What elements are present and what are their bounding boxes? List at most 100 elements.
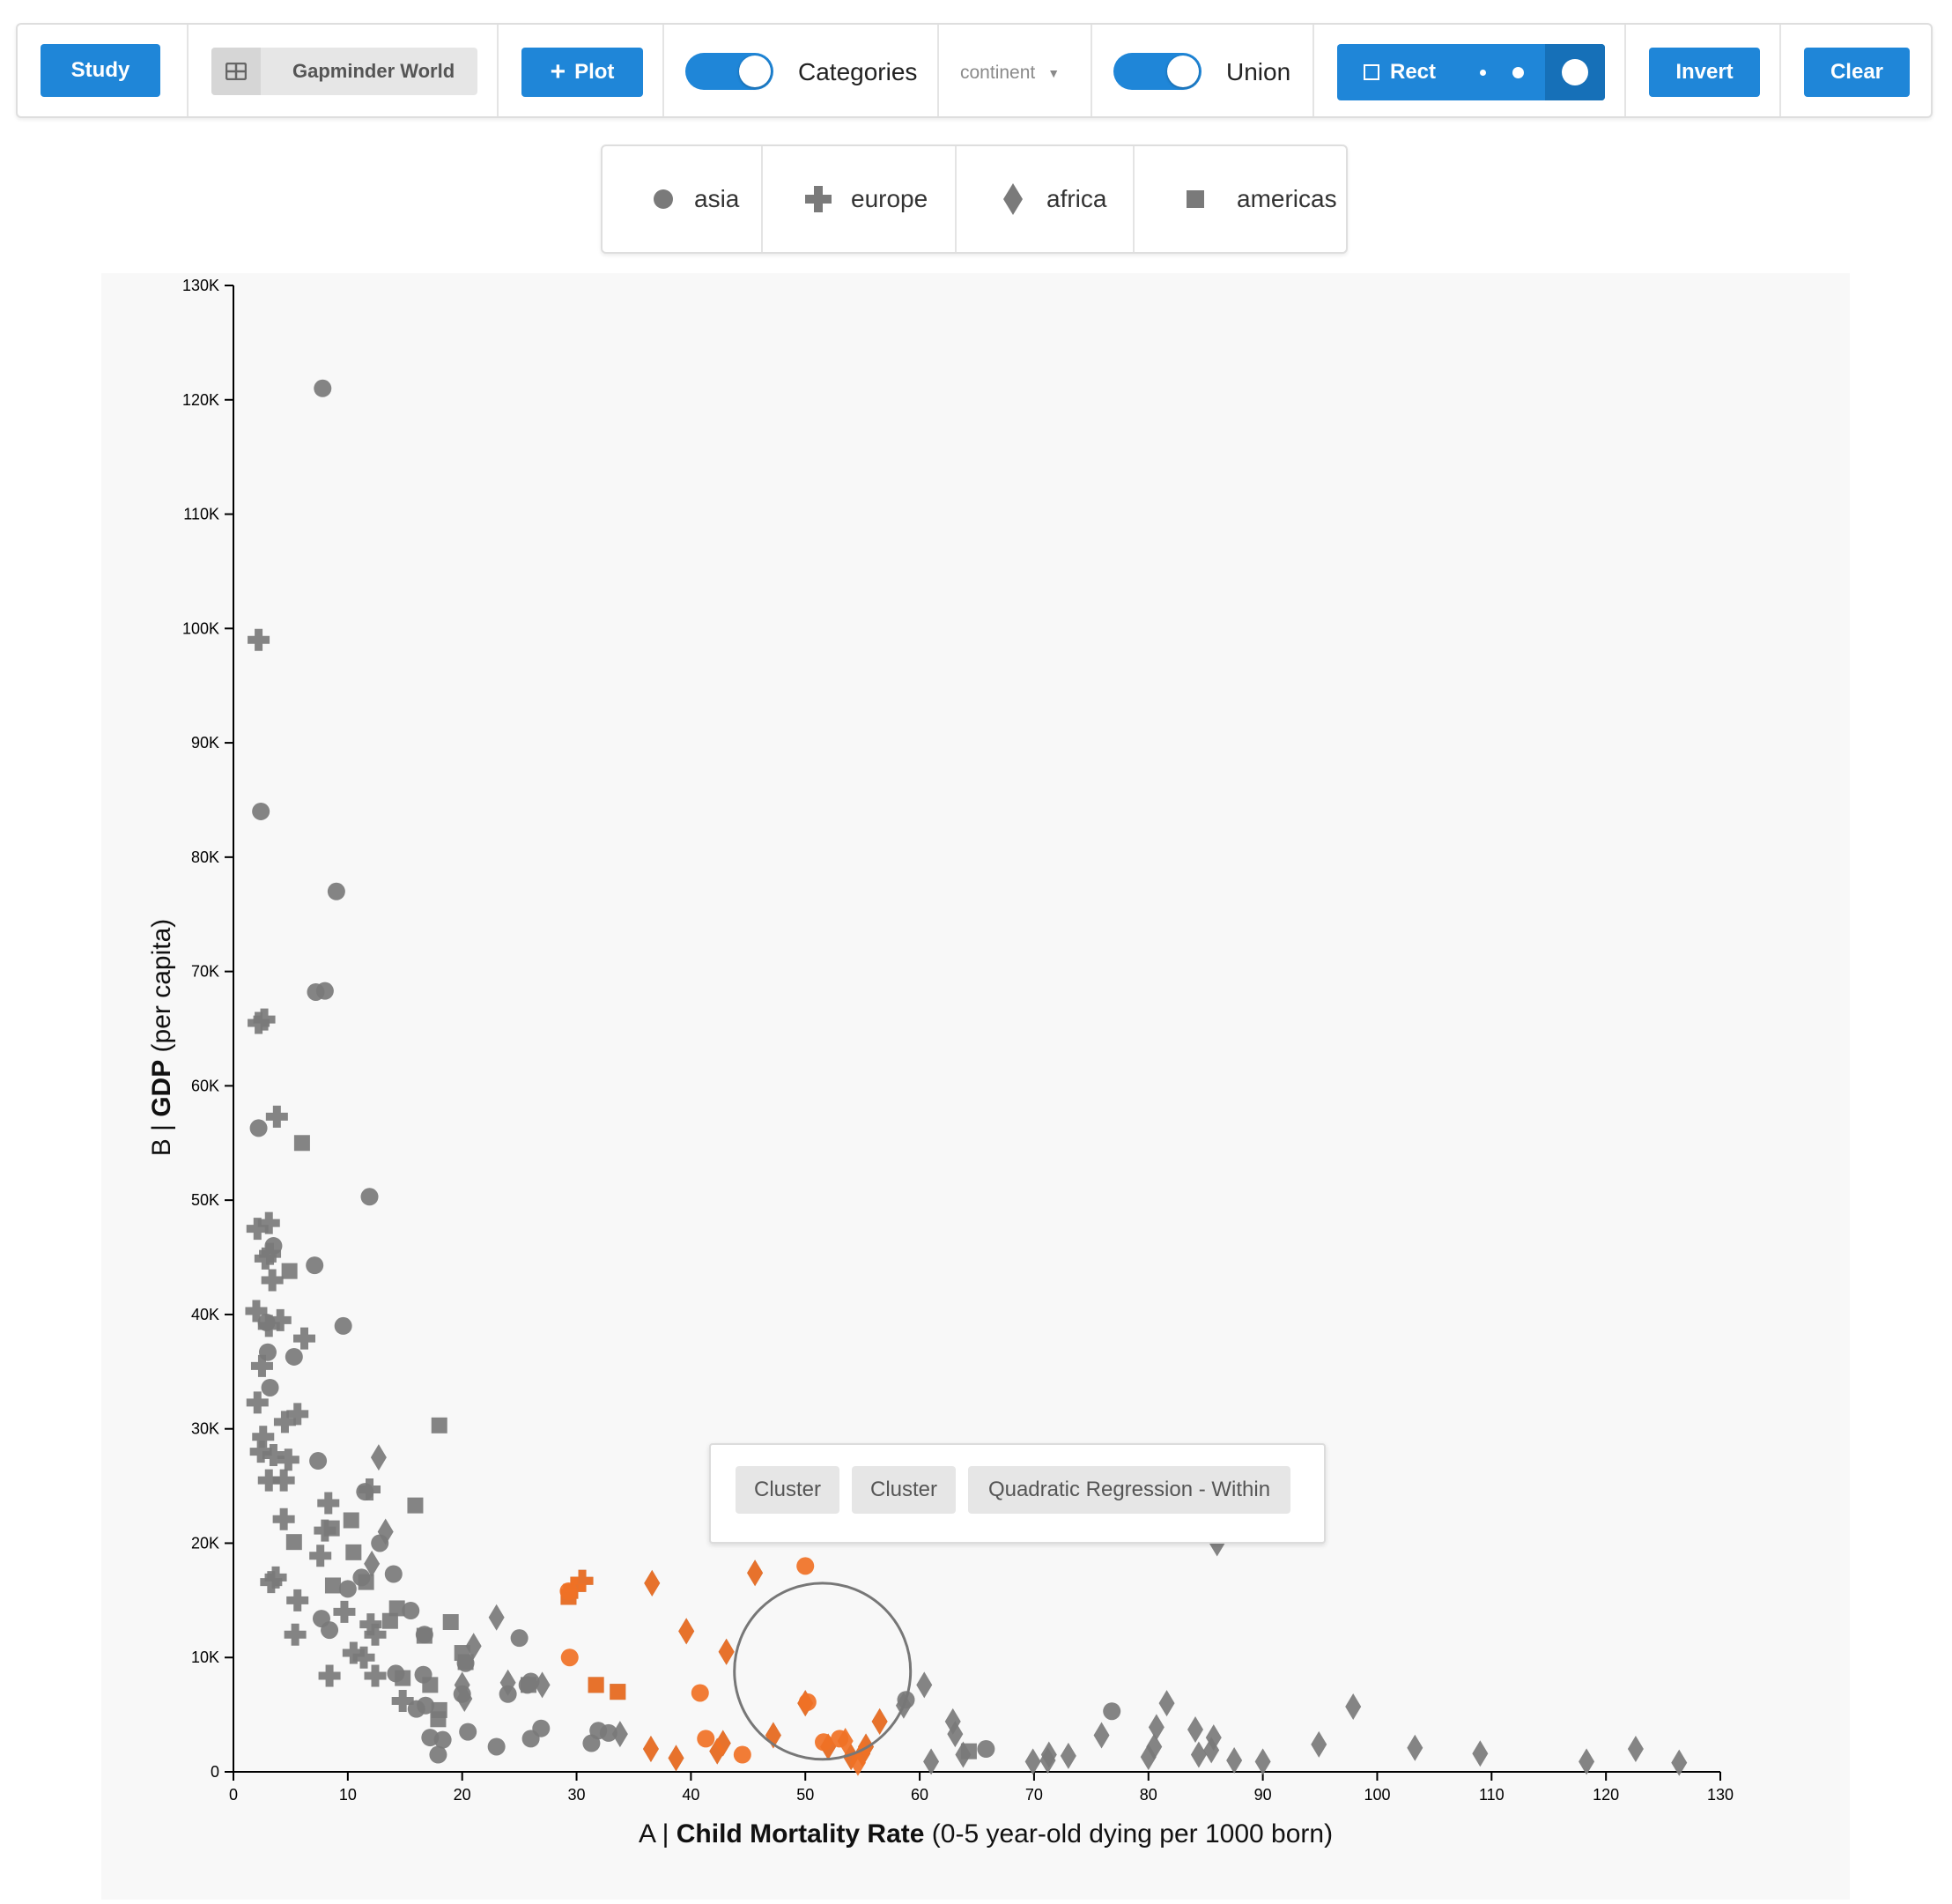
selected-point	[560, 1589, 577, 1605]
legend-item-americas[interactable]: americas	[1184, 146, 1337, 252]
chip-label: Cluster	[753, 1478, 822, 1501]
legend-item-europe[interactable]: europe	[803, 146, 928, 252]
toolbar-divider	[1312, 25, 1314, 116]
data-point-europe	[253, 1008, 276, 1031]
selected-point	[697, 1730, 715, 1748]
union-toggle[interactable]	[1113, 53, 1202, 90]
toolbar-divider	[497, 25, 499, 116]
legend-item-asia[interactable]: asia	[650, 146, 739, 252]
y-axis-label-suffix: (per capita)	[147, 919, 176, 1060]
plus-icon	[805, 186, 832, 212]
dataset-selector[interactable]: Gapminder World	[211, 48, 477, 95]
data-point-americas	[457, 1654, 474, 1671]
data-point-europe	[250, 1354, 273, 1377]
data-point-asia	[321, 1621, 339, 1640]
data-point-africa	[1345, 1693, 1362, 1721]
data-point-asia	[977, 1740, 995, 1759]
clear-button-label: Clear	[1830, 60, 1884, 84]
data-point-africa	[1060, 1742, 1076, 1769]
data-point-asia	[285, 1347, 303, 1366]
x-tick-label: 110	[1479, 1786, 1505, 1804]
data-point-europe	[272, 1508, 295, 1530]
data-point-africa	[488, 1604, 505, 1631]
data-point-africa	[1024, 1748, 1041, 1775]
brush-size-large-icon[interactable]	[1545, 44, 1605, 100]
legend-label: asia	[694, 185, 740, 212]
data-point-europe	[293, 1327, 316, 1350]
data-point-americas	[324, 1577, 341, 1594]
y-axis-label: B | GDP (per capita)	[147, 919, 176, 1157]
data-point-asia	[599, 1723, 617, 1742]
data-point-asia	[334, 1316, 352, 1335]
category-select[interactable]: continent ▼	[960, 60, 1060, 86]
data-point-asia	[429, 1745, 447, 1764]
toggle-knob	[739, 56, 771, 87]
invert-button-label: Invert	[1675, 60, 1734, 84]
data-point-europe	[333, 1600, 356, 1623]
data-point-europe	[309, 1545, 332, 1567]
y-tick-label: 20K	[191, 1534, 219, 1552]
x-tick-label: 50	[796, 1786, 814, 1804]
data-point-asia	[315, 982, 334, 1000]
y-tick-label: 40K	[191, 1306, 219, 1323]
x-tick-label: 100	[1364, 1786, 1390, 1804]
cluster-chip[interactable]: Cluster	[852, 1466, 956, 1514]
legend-divider	[1133, 146, 1135, 252]
toolbar-divider	[1779, 25, 1781, 116]
x-tick-label: 60	[911, 1786, 928, 1804]
data-point-europe	[359, 1478, 381, 1500]
categories-label: Categories	[798, 58, 918, 85]
data-point-africa	[499, 1669, 516, 1696]
data-point-africa	[1472, 1740, 1489, 1767]
dataset-label: Gapminder World	[292, 60, 455, 82]
categories-toggle[interactable]	[685, 53, 773, 90]
data-point-africa	[1407, 1734, 1423, 1761]
quadratic-regression-chip[interactable]: Quadratic Regression - Within	[968, 1466, 1290, 1514]
brush-circle[interactable]	[733, 1582, 913, 1761]
selected-point	[678, 1618, 695, 1645]
data-point-asia	[327, 882, 345, 900]
plot-axes: 0 10 20 30 40 50 60 70 80 90 100 110 120 130 0 10K 20K 30…	[182, 277, 1734, 1804]
data-point-europe	[286, 1589, 309, 1611]
data-point-americas	[358, 1574, 374, 1590]
data-point-africa	[377, 1518, 394, 1545]
add-plot-button[interactable]: + Plot	[521, 48, 643, 97]
scatter-plot-panel[interactable]: 0 10 20 30 40 50 60 70 80 90 100 110 120 130 0 10K 20K 30…	[101, 273, 1850, 1900]
data-point-europe	[286, 1403, 309, 1426]
data-point-americas	[442, 1614, 459, 1631]
data-point-africa	[1148, 1714, 1165, 1741]
data-point-africa	[1187, 1715, 1204, 1743]
rect-brush-button[interactable]: Rect	[1337, 44, 1605, 100]
brush-size-small-icon[interactable]	[1480, 70, 1486, 76]
data-point-africa	[456, 1685, 473, 1712]
data-point-africa	[1311, 1730, 1327, 1758]
data-point-asia	[582, 1734, 601, 1752]
selected-point	[796, 1557, 815, 1575]
plot-button-label: Plot	[574, 60, 615, 84]
cluster-chip[interactable]: Cluster	[736, 1466, 839, 1514]
selected-point	[571, 1569, 594, 1592]
plus-icon: +	[550, 57, 566, 86]
data-point-asia	[314, 379, 332, 397]
y-tick-label: 60K	[191, 1077, 219, 1094]
data-point-americas	[381, 1612, 398, 1629]
y-tick-label: 50K	[191, 1191, 219, 1209]
clear-button[interactable]: Clear	[1804, 48, 1910, 97]
y-tick-label: 90K	[191, 734, 219, 752]
selected-point	[642, 1736, 659, 1763]
scatter-plot[interactable]: 0 10 20 30 40 50 60 70 80 90 100 110 120 130 0 10K 20K 30…	[101, 273, 1850, 1900]
legend-item-africa[interactable]: africa	[1001, 146, 1106, 252]
data-point-americas	[293, 1135, 310, 1152]
data-point-europe	[317, 1492, 340, 1515]
selected-point	[797, 1690, 814, 1717]
study-button-label: Study	[70, 58, 130, 82]
data-point-europe	[273, 1411, 296, 1434]
data-point-asia	[252, 802, 270, 820]
study-button[interactable]: Study	[41, 44, 160, 97]
invert-button[interactable]: Invert	[1649, 48, 1760, 97]
brush-size-medium-icon[interactable]	[1512, 67, 1524, 78]
circle-icon	[654, 189, 673, 209]
data-point-asia	[487, 1737, 506, 1756]
x-axis-label-suffix: (0-5 year-old dying per 1000 born)	[924, 1819, 1333, 1848]
selected-point	[718, 1638, 735, 1665]
